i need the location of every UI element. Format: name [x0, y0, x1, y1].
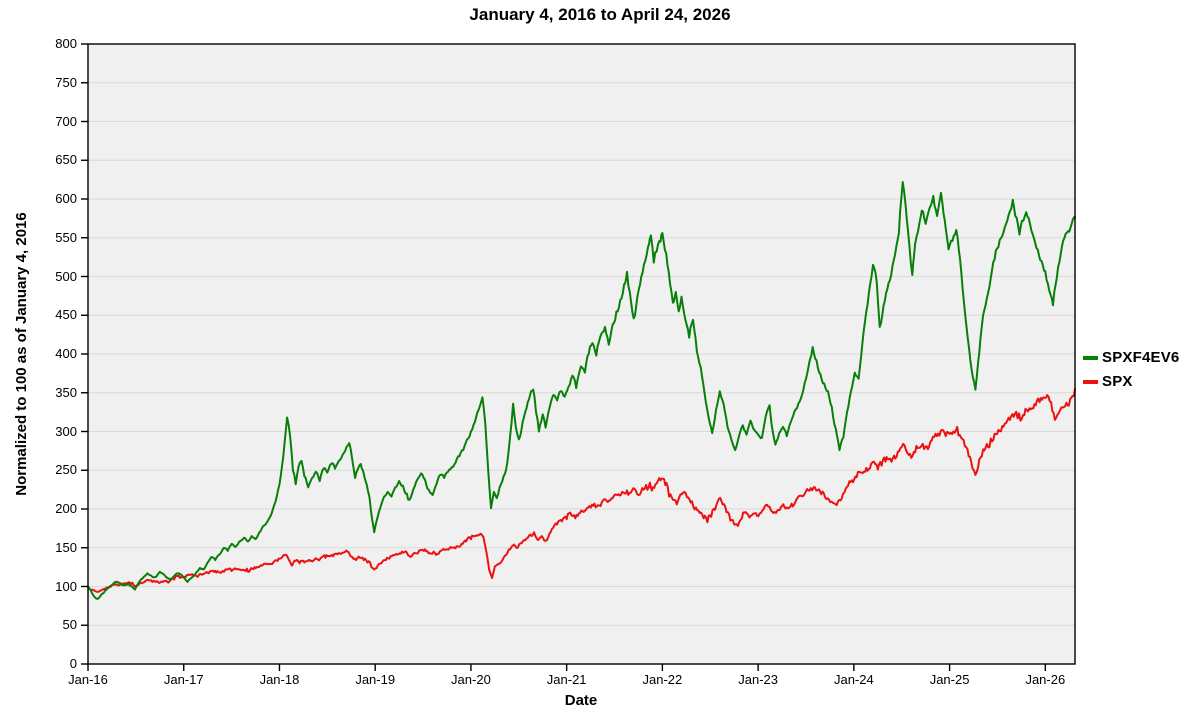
x-tick-label: Jan-17 — [163, 672, 204, 687]
y-tick-label: 450 — [55, 307, 77, 323]
y-tick-label: 800 — [55, 36, 77, 51]
x-tick-label: Jan-23 — [738, 672, 778, 687]
x-tick-label: Jan-22 — [642, 672, 683, 687]
y-tick-label: 350 — [55, 384, 77, 400]
y-tick-label: 700 — [55, 113, 77, 129]
legend-swatch-red-line — [1083, 379, 1098, 384]
x-tick-label: Jan-26 — [1025, 672, 1066, 687]
x-tick-label: Jan-25 — [929, 672, 970, 687]
x-tick-label: Jan-18 — [259, 672, 300, 687]
legend-label-spx: SPX — [1102, 373, 1133, 390]
y-tick-label: 400 — [55, 346, 77, 361]
y-tick-label: 250 — [55, 462, 77, 478]
x-tick-label: Jan-24 — [833, 672, 874, 687]
legend-swatch-green-line — [1083, 355, 1098, 360]
y-tick-label: 650 — [55, 152, 77, 168]
x-tick-label: Jan-16 — [68, 672, 108, 687]
x-axis-title: Date — [564, 692, 598, 709]
y-tick-label: 200 — [55, 501, 77, 516]
legend-item-spxf4ev6: SPXF4EV6 — [1083, 349, 1179, 366]
y-tick-label: 100 — [55, 578, 77, 594]
y-tick-label: 50 — [62, 617, 77, 633]
chart-title: January 4, 2016 to April 24, 2026 — [469, 5, 731, 24]
legend-label-spxf4ev6: SPXF4EV6 — [1102, 349, 1180, 366]
y-tick-label: 150 — [55, 539, 77, 555]
y-tick-label: 500 — [55, 268, 77, 284]
y-tick-label: 550 — [55, 229, 77, 245]
legend: SPXF4EV6 SPX — [1083, 349, 1179, 390]
x-tick-label: Jan-20 — [451, 672, 491, 687]
y-tick-label: 300 — [55, 423, 77, 439]
y-tick-label: 750 — [55, 74, 77, 90]
x-tick-label: Jan-19 — [355, 672, 396, 687]
series-line-spxf4ev6 — [87, 181, 1076, 600]
y-tick-label: 0 — [69, 656, 77, 671]
x-tick-label: Jan-21 — [546, 672, 587, 687]
y-tick-label: 600 — [55, 191, 77, 206]
series-line-spx — [87, 387, 1076, 593]
legend-item-spx: SPX — [1083, 373, 1179, 390]
